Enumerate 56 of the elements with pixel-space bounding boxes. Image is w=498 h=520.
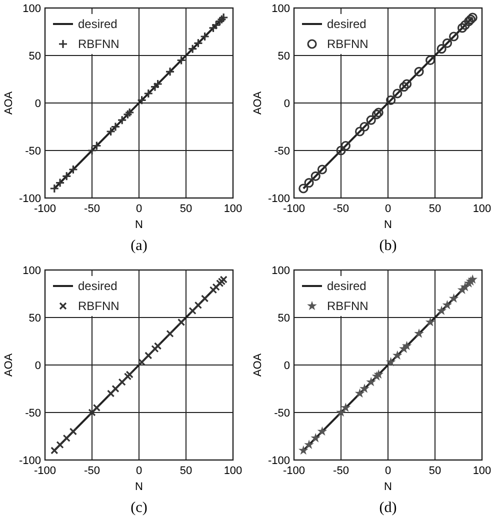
- legend-label: RBFNN: [78, 37, 120, 51]
- y-axis-title: AOA: [3, 352, 15, 377]
- y-tick-label: -50: [274, 146, 290, 158]
- x-tick-label: -50: [84, 465, 100, 477]
- y-tick-label: 100: [272, 265, 290, 277]
- y-tick-label: 0: [284, 360, 290, 372]
- x-tick-label: 100: [224, 203, 242, 215]
- y-tick-label: 0: [34, 98, 41, 110]
- y-tick-label: 100: [272, 3, 290, 15]
- x-tick-label: 50: [180, 465, 192, 477]
- x-tick-label: 0: [384, 203, 392, 215]
- x-tick-label: 0: [136, 465, 142, 477]
- x-axis-title: N: [384, 481, 392, 493]
- y-tick-label: -100: [268, 455, 290, 467]
- x-tick-label: 100: [472, 465, 492, 477]
- y-tick-label: 50: [278, 312, 290, 324]
- y-tick-label: -100: [18, 193, 41, 205]
- y-tick-label: 50: [278, 50, 290, 62]
- x-tick-label: 100: [472, 203, 492, 215]
- text: (b): [379, 238, 397, 254]
- legend-label: RBFNN: [327, 299, 368, 313]
- y-tick-label: 0: [284, 98, 290, 110]
- text: (a): [130, 238, 148, 254]
- x-axis-title: N: [384, 219, 392, 231]
- text: (d): [379, 500, 397, 516]
- x-tick-label: 100: [224, 465, 242, 477]
- x-tick-label: -50: [84, 203, 100, 215]
- y-tick-label: -50: [274, 408, 290, 420]
- x-tick-label: 0: [384, 465, 392, 477]
- x-tick-label: 50: [428, 465, 442, 477]
- legend-label: RBFNN: [327, 37, 368, 51]
- y-tick-label: -100: [268, 193, 290, 205]
- legend-label: desired: [78, 17, 118, 31]
- y-tick-label: -100: [18, 455, 41, 467]
- text: (c): [130, 500, 148, 516]
- x-tick-label: 50: [428, 203, 442, 215]
- x-tick-label: 0: [136, 203, 142, 215]
- x-tick-label: -50: [333, 465, 349, 477]
- x-tick-label: 50: [180, 203, 192, 215]
- y-tick-label: 100: [22, 265, 41, 277]
- legend-label: desired: [327, 279, 366, 293]
- y-axis-title: AOA: [252, 90, 264, 115]
- legend-label: desired: [327, 17, 366, 31]
- y-tick-label: -50: [25, 408, 41, 420]
- x-tick-label: -50: [333, 203, 349, 215]
- y-tick-label: 0: [34, 360, 41, 372]
- y-axis-title: AOA: [3, 90, 15, 115]
- legend-label: RBFNN: [78, 299, 120, 313]
- y-tick-label: 50: [28, 312, 41, 324]
- legend-label: desired: [78, 279, 118, 293]
- x-axis-title: N: [135, 219, 144, 231]
- y-tick-label: 50: [28, 50, 41, 62]
- y-axis-title: AOA: [252, 352, 264, 377]
- y-tick-label: -50: [25, 146, 41, 158]
- x-axis-title: N: [135, 481, 144, 493]
- y-tick-label: 100: [22, 3, 41, 15]
